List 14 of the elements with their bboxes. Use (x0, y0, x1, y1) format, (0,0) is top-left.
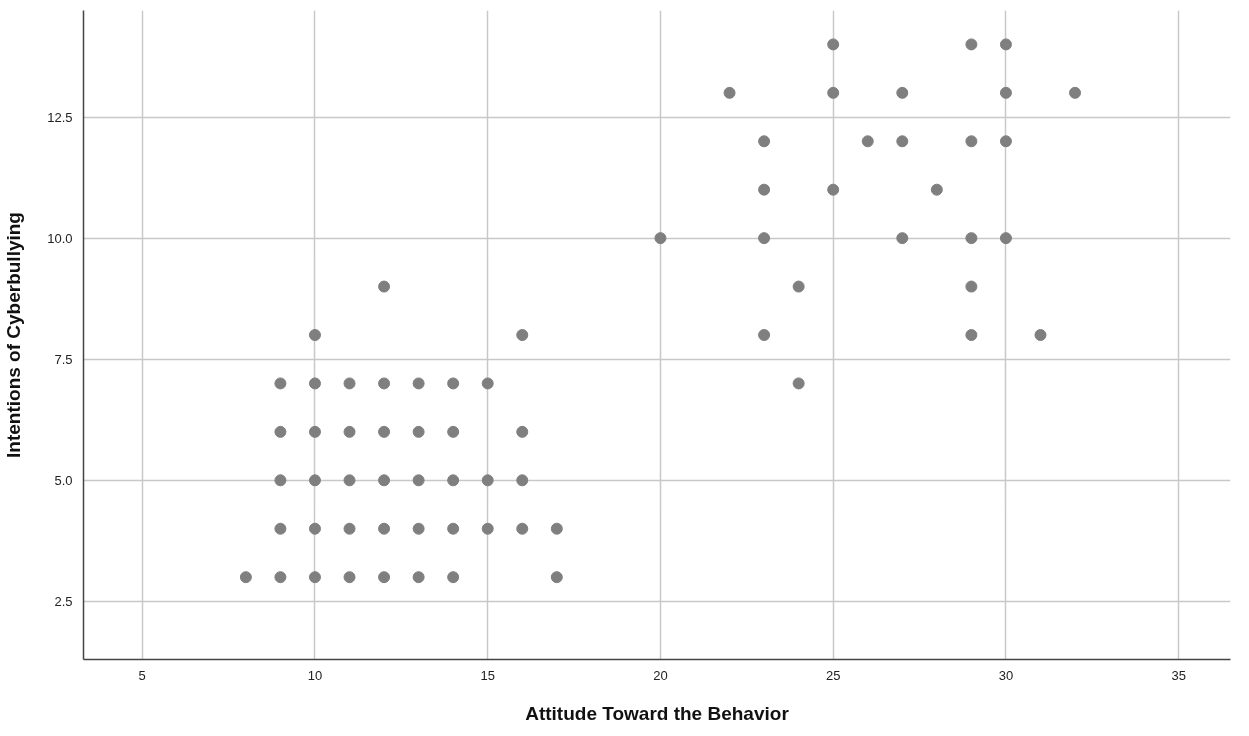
y-tick-label: 7.5 (54, 351, 73, 367)
x-tick-label: 10 (307, 667, 323, 683)
x-tick-label: 15 (480, 667, 495, 683)
y-tick-label: 2.5 (54, 593, 73, 609)
x-axis-title: Attitude Toward the Behavior (525, 702, 790, 724)
y-tick-label: 12.5 (47, 109, 73, 125)
x-tick-label: 5 (138, 667, 146, 683)
y-tick-label: 5.0 (54, 472, 73, 488)
y-tick-label: 10.0 (47, 230, 73, 246)
x-tick-label: 30 (998, 667, 1014, 683)
x-tick-label: 20 (653, 667, 668, 683)
x-tick-label: 35 (1171, 667, 1186, 683)
y-axis-title: Intentions of Cyberbullying (3, 212, 25, 458)
x-tick-label: 25 (825, 667, 841, 683)
